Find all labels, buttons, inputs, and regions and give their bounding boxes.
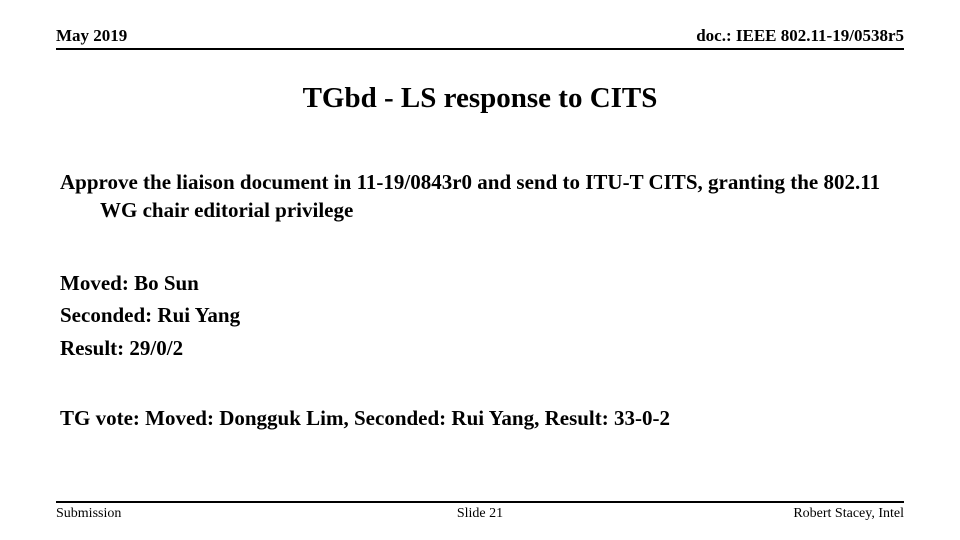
vote-result: Result: 29/0/2 bbox=[60, 332, 900, 365]
header-date: May 2019 bbox=[56, 26, 127, 46]
header: May 2019 doc.: IEEE 802.11-19/0538r5 bbox=[56, 26, 904, 50]
footer-author: Robert Stacey, Intel bbox=[793, 506, 904, 522]
tg-vote: TG vote: Moved: Dongguk Lim, Seconded: R… bbox=[60, 406, 900, 431]
motion-text: Approve the liaison document in 11-19/08… bbox=[60, 168, 900, 225]
vote-seconded: Seconded: Rui Yang bbox=[60, 299, 900, 332]
vote-block: Moved: Bo Sun Seconded: Rui Yang Result:… bbox=[60, 267, 900, 365]
footer: Slide 21 Submission Robert Stacey, Intel bbox=[56, 501, 904, 522]
footer-left: Submission bbox=[56, 506, 121, 522]
slide: May 2019 doc.: IEEE 802.11-19/0538r5 TGb… bbox=[0, 0, 960, 540]
body: Approve the liaison document in 11-19/08… bbox=[60, 168, 900, 431]
footer-slide-number: Slide 21 bbox=[56, 506, 904, 522]
page-title: TGbd - LS response to CITS bbox=[0, 82, 960, 115]
vote-moved: Moved: Bo Sun bbox=[60, 267, 900, 300]
header-docnum: doc.: IEEE 802.11-19/0538r5 bbox=[696, 26, 904, 46]
